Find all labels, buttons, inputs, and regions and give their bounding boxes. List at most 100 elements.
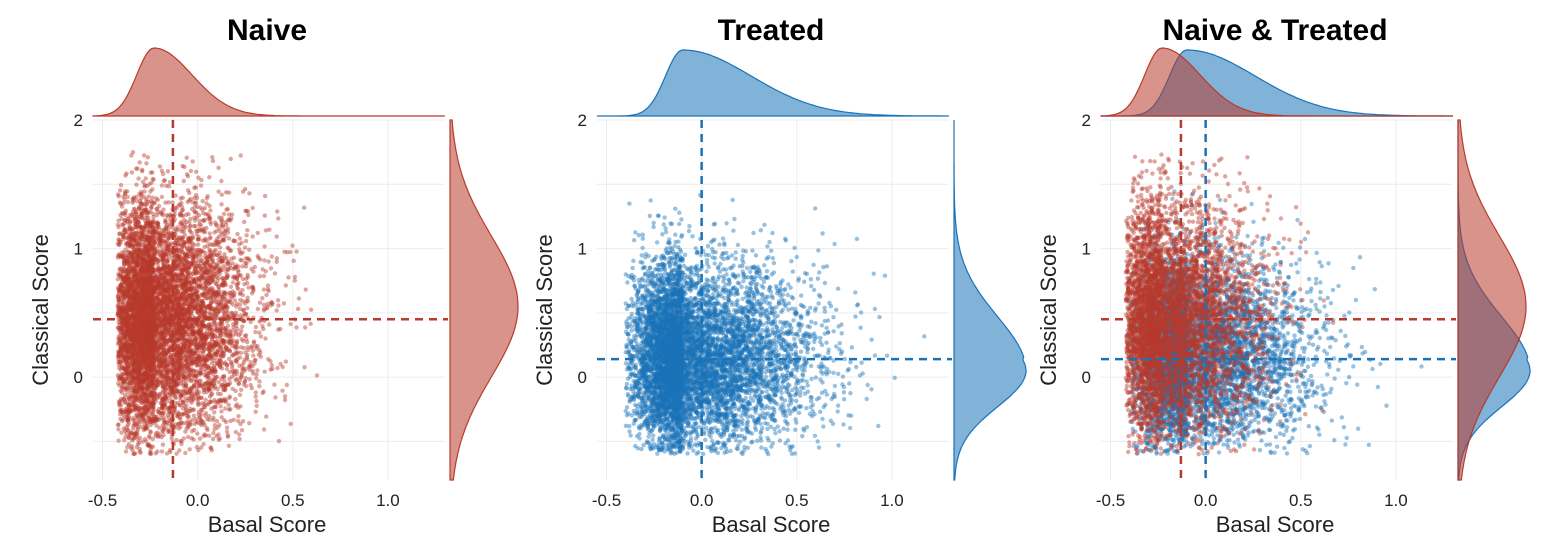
data-point [165,169,170,174]
data-point [247,377,252,382]
data-point [236,381,241,386]
data-point [157,425,162,430]
data-point [125,418,130,423]
data-point [180,341,186,346]
data-point [140,340,145,345]
data-point [215,360,220,366]
data-point [126,408,132,413]
data-point [150,295,155,300]
data-point [188,168,194,174]
data-point [154,300,159,305]
data-point [239,428,245,433]
data-point [179,275,184,281]
data-point [185,365,191,370]
data-point [251,339,257,344]
data-point [145,352,150,357]
data-point [131,451,137,456]
data-point [174,310,180,315]
data-point [226,236,232,241]
data-point [144,344,150,349]
data-point [120,330,125,336]
data-point [137,160,142,165]
data-point [120,289,125,294]
data-point [232,298,238,303]
data-point [121,366,127,372]
data-point [155,220,160,226]
data-point [193,264,198,269]
data-point [150,231,155,236]
data-point [132,238,137,244]
data-point [142,325,147,330]
data-point [212,249,217,254]
data-point [129,170,135,175]
data-point [210,334,216,339]
data-point [183,450,188,456]
data-point [182,342,188,347]
data-point [230,261,235,266]
data-point [135,351,140,357]
data-point [146,311,152,316]
data-point [153,451,158,456]
data-point [146,265,151,270]
data-point [181,229,187,234]
data-point [166,347,172,352]
data-point [176,254,181,260]
data-point [155,296,160,302]
data-point [239,370,244,376]
data-point [123,449,129,454]
data-point [276,303,281,308]
data-point [117,311,123,317]
data-point [294,325,299,330]
data-point [118,254,124,259]
data-point [187,316,192,322]
data-point [266,288,271,294]
data-point [220,268,225,273]
data-point [151,364,157,369]
data-point [221,304,226,309]
data-point [229,361,234,366]
data-point [169,338,174,343]
data-point [208,248,213,254]
data-point [218,345,224,350]
data-point [139,235,144,241]
data-point [237,236,243,241]
data-point [193,224,198,229]
data-point [175,241,180,246]
data-point [185,307,191,312]
data-point [131,275,136,280]
data-point [220,238,225,243]
data-point [134,212,140,218]
data-point [204,426,209,431]
data-point [147,222,152,228]
data-point [177,202,183,207]
data-point [196,213,202,218]
data-point [218,404,223,409]
data-point [210,158,216,164]
data-point [147,182,152,187]
data-point [197,358,202,363]
data-point [268,359,273,364]
data-point [296,296,302,301]
data-point [272,382,277,387]
data-point [154,206,159,212]
data-point [210,356,215,361]
data-point [140,293,145,298]
data-point [135,358,140,363]
data-point [275,365,280,371]
data-point [142,355,148,360]
data-point [180,235,186,240]
data-point [147,305,152,311]
data-point [146,334,152,340]
data-point [148,223,153,228]
data-point [142,276,147,281]
data-point [116,399,122,404]
data-point [177,355,182,361]
data-point [143,332,149,338]
data-point [166,243,171,248]
data-point [115,222,121,227]
data-point [162,261,168,267]
data-point [237,247,242,252]
data-point [137,271,142,276]
data-point [136,407,141,412]
data-point [249,291,255,296]
